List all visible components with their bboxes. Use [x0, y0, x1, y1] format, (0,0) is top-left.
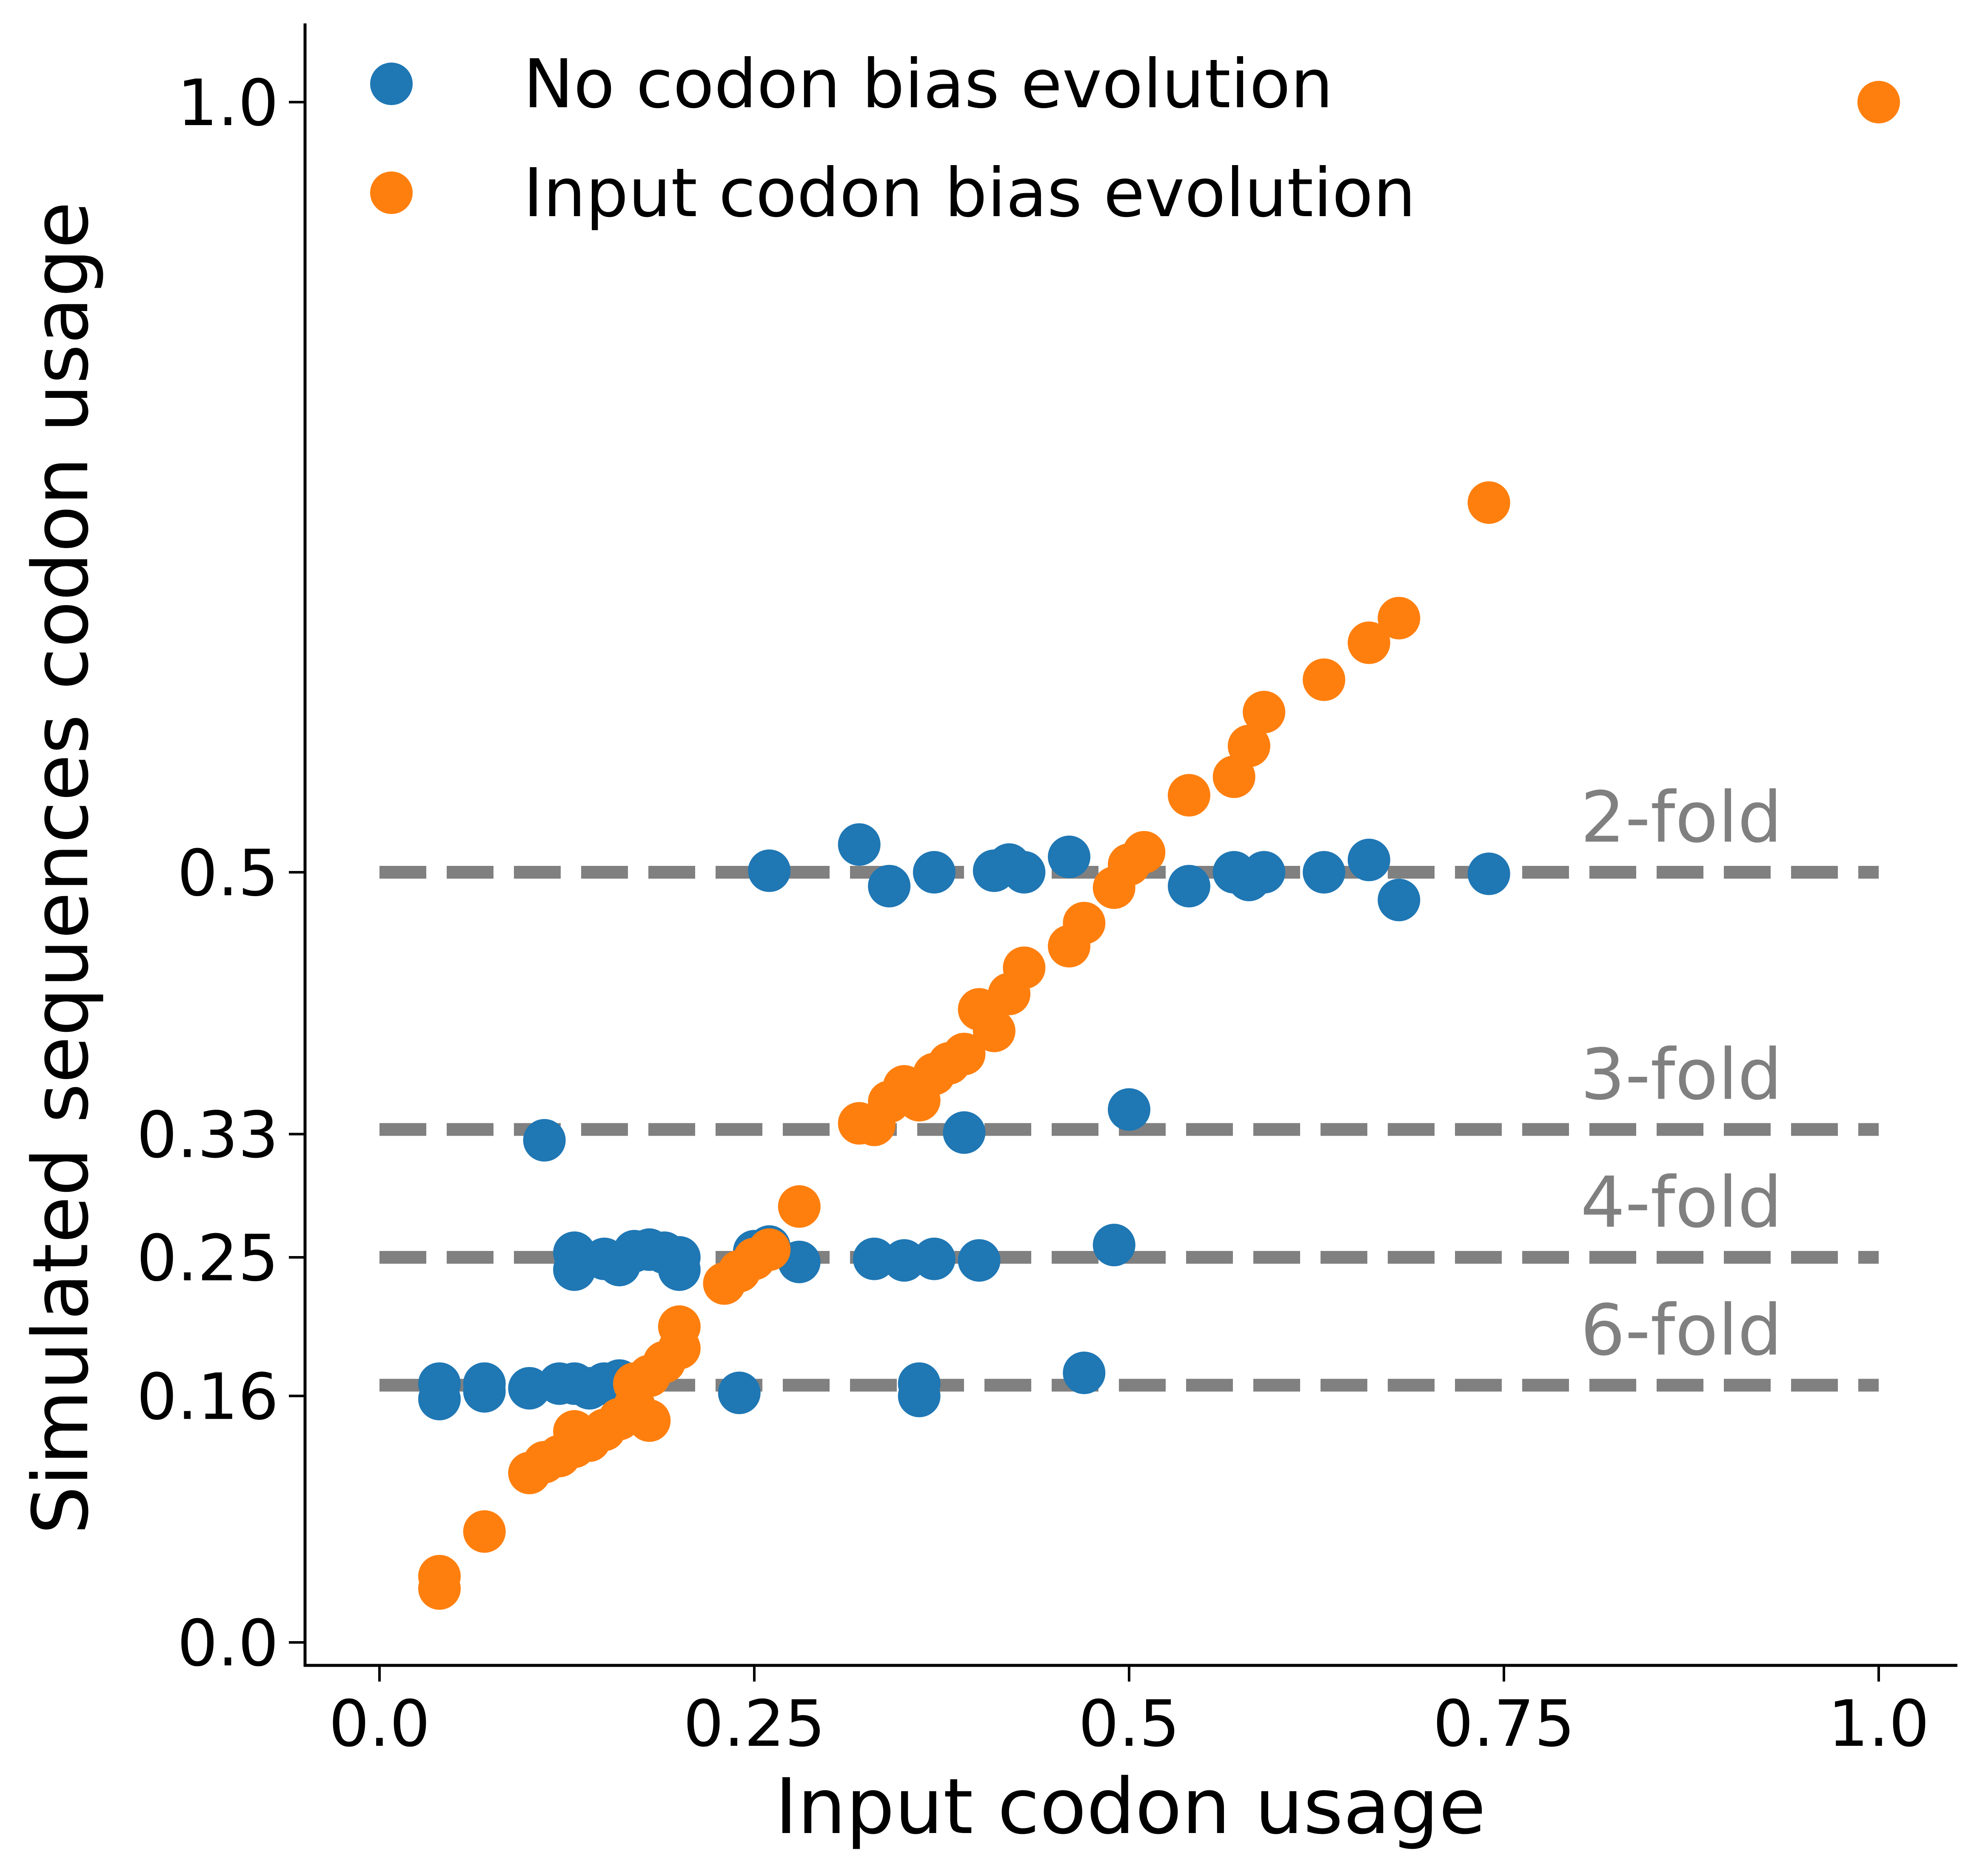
data-points — [418, 81, 1900, 1610]
point-input-bias — [1227, 725, 1270, 768]
point-no-bias — [958, 1239, 1001, 1282]
x-axis-label: Input codon usage — [775, 1762, 1486, 1851]
point-no-bias — [943, 1111, 986, 1154]
y-tick-label: 1.0 — [177, 66, 279, 140]
legend-marker — [370, 63, 413, 105]
point-input-bias — [628, 1399, 671, 1442]
point-no-bias — [883, 1239, 926, 1282]
y-axis-label: Simulated sequences codon usage — [17, 201, 106, 1534]
point-no-bias — [898, 1374, 941, 1417]
y-tick-label: 0.33 — [137, 1098, 279, 1172]
point-no-bias — [463, 1370, 506, 1413]
point-input-bias — [1063, 902, 1106, 945]
y-tick-label: 0.25 — [137, 1222, 279, 1296]
point-input-bias — [1467, 481, 1510, 524]
legend: No codon bias evolution Input codon bias … — [370, 45, 1416, 232]
point-input-bias — [943, 1033, 986, 1076]
point-no-bias — [1063, 1351, 1106, 1394]
point-input-bias — [463, 1510, 506, 1553]
y-tick-label: 0.5 — [177, 837, 279, 911]
point-no-bias — [1108, 1088, 1150, 1131]
reference-line-label: 3-fold — [1580, 1034, 1782, 1116]
point-no-bias — [658, 1248, 701, 1291]
reference-line-label: 6-fold — [1580, 1289, 1782, 1371]
point-no-bias — [853, 1237, 896, 1280]
point-input-bias — [418, 1567, 461, 1610]
point-input-bias — [1003, 946, 1046, 989]
point-no-bias — [1378, 879, 1421, 922]
x-axis-ticks: 0.0 0.25 0.5 0.75 1.0 — [329, 1665, 1930, 1761]
point-no-bias — [1467, 852, 1510, 895]
y-tick-label: 0.16 — [137, 1360, 279, 1434]
point-no-bias — [1303, 851, 1346, 894]
point-no-bias — [748, 849, 791, 892]
point-no-bias — [838, 823, 881, 866]
legend-marker — [370, 171, 413, 214]
point-input-bias — [973, 1009, 1016, 1052]
point-input-bias — [748, 1228, 791, 1271]
point-input-bias — [1167, 774, 1210, 817]
reference-line-label: 2-fold — [1580, 777, 1782, 858]
legend-label: No codon bias evolution — [523, 45, 1333, 123]
point-no-bias — [523, 1119, 566, 1162]
point-input-bias — [778, 1185, 821, 1228]
point-no-bias — [718, 1371, 761, 1414]
point-no-bias — [418, 1378, 461, 1421]
point-no-bias — [913, 1237, 956, 1280]
point-input-bias — [1378, 597, 1421, 640]
reference-line-labels: 2-fold 3-fold 4-fold 6-fold — [1580, 777, 1782, 1371]
point-input-bias — [658, 1305, 701, 1348]
x-tick-label: 0.25 — [683, 1687, 825, 1761]
point-input-bias — [1243, 691, 1286, 734]
x-tick-label: 0.0 — [329, 1687, 431, 1761]
point-no-bias — [1093, 1224, 1135, 1267]
reference-line-label: 4-fold — [1580, 1162, 1782, 1243]
point-no-bias — [1243, 851, 1286, 894]
x-tick-label: 0.75 — [1433, 1687, 1575, 1761]
point-no-bias — [913, 851, 956, 894]
point-no-bias — [1167, 865, 1210, 908]
point-no-bias — [1048, 835, 1091, 878]
x-tick-label: 0.5 — [1078, 1687, 1180, 1761]
y-tick-label: 0.0 — [177, 1607, 279, 1681]
point-no-bias — [868, 865, 911, 908]
point-input-bias — [1303, 658, 1346, 701]
point-input-bias — [1347, 621, 1390, 664]
point-no-bias — [1347, 839, 1390, 882]
y-axis-ticks: 0.0 0.16 0.25 0.33 0.5 1.0 — [137, 66, 305, 1681]
point-input-bias — [1857, 81, 1900, 123]
point-input-bias — [1123, 831, 1166, 874]
point-no-bias — [1003, 851, 1046, 894]
legend-label: Input codon bias evolution — [523, 154, 1416, 232]
x-tick-label: 1.0 — [1828, 1687, 1930, 1761]
